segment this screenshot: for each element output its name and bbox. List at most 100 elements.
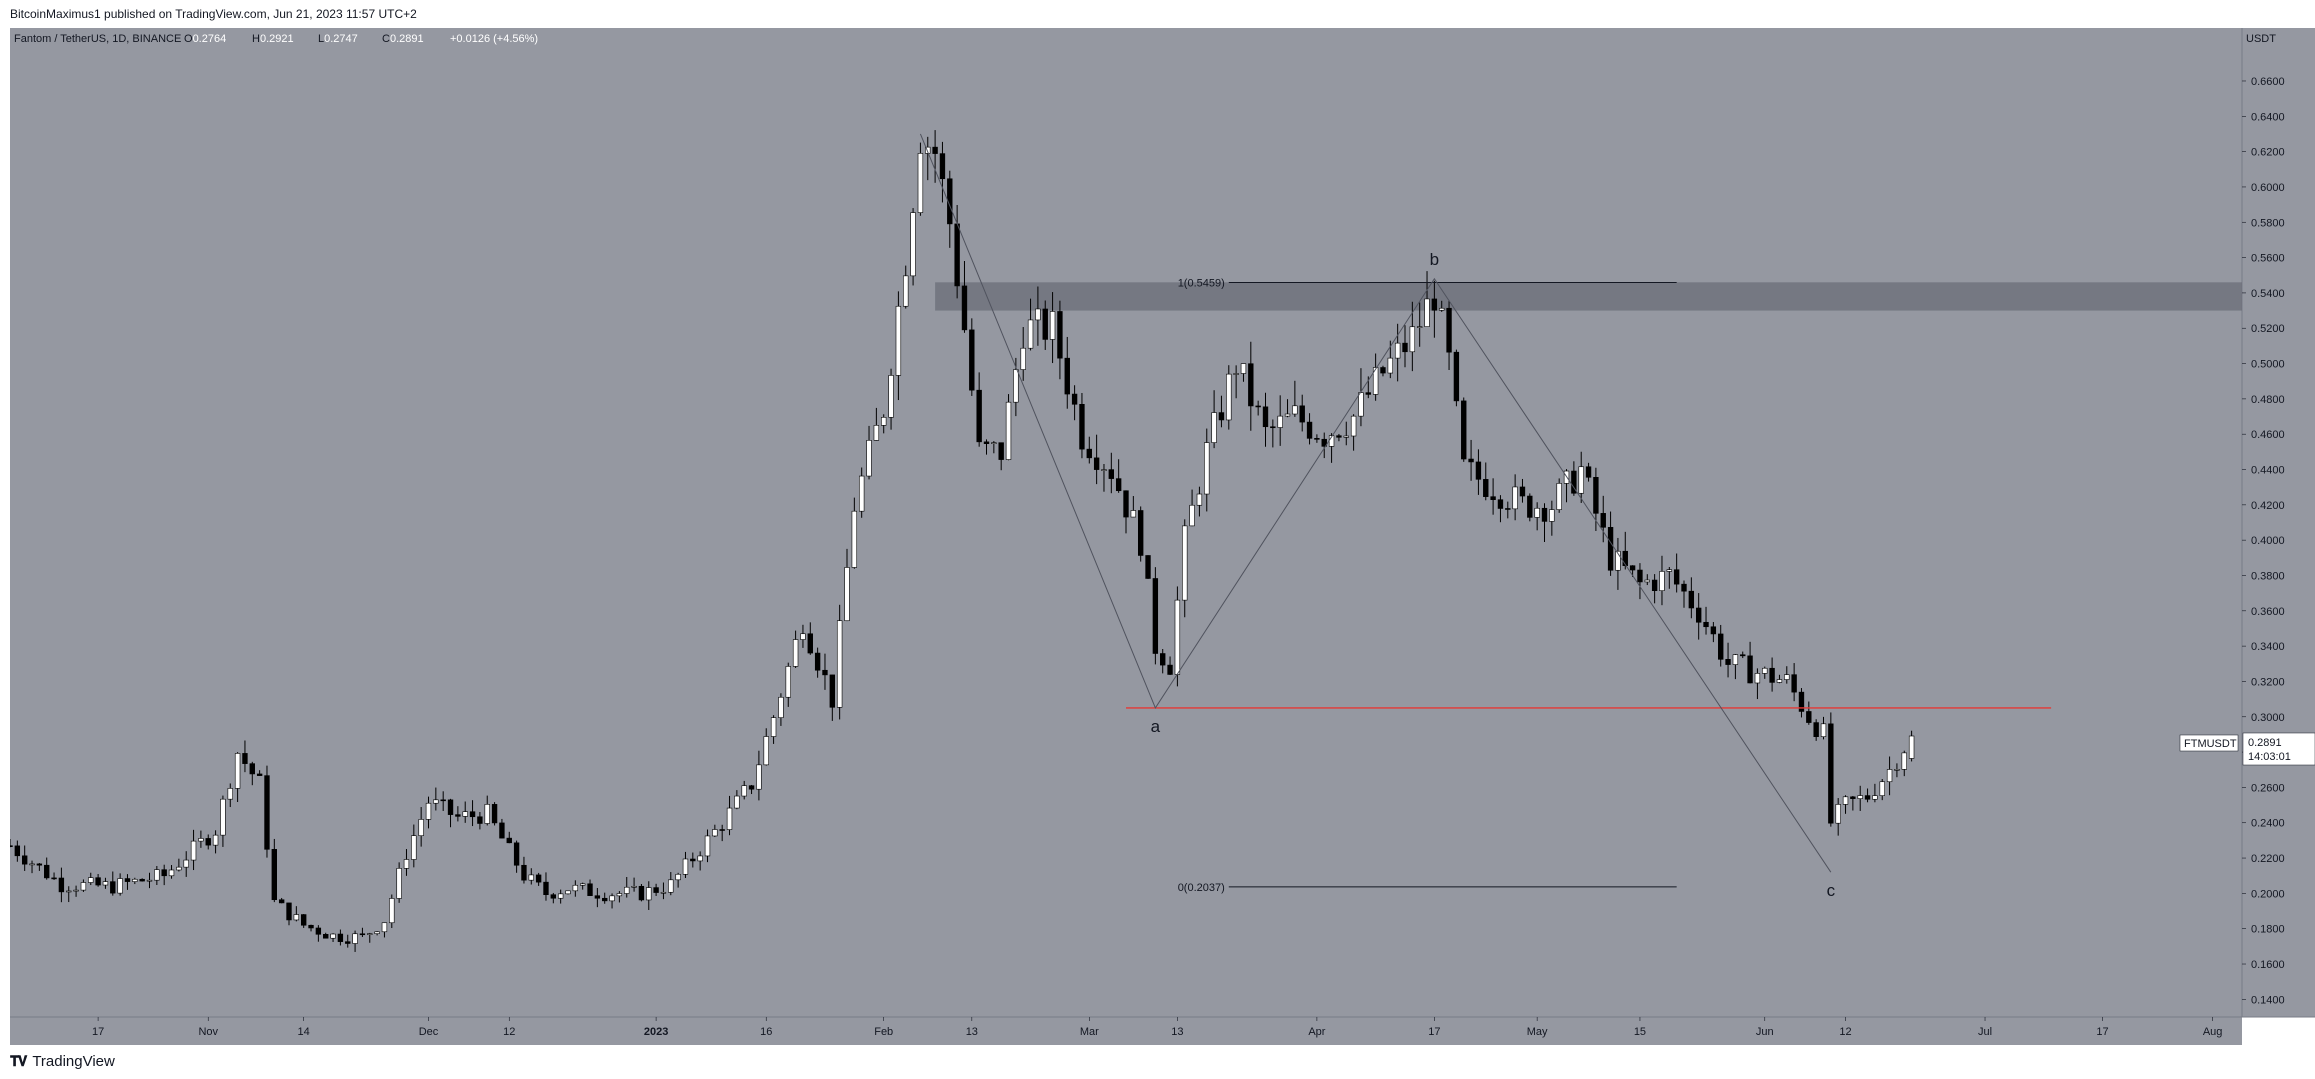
- candle-up: [102, 881, 109, 886]
- candle-up: [1754, 673, 1761, 684]
- candle-up: [1424, 298, 1430, 327]
- price-tick-label: 0.5400: [2251, 288, 2285, 300]
- candle-down: [323, 933, 329, 939]
- price-tick-label: 0.1600: [2251, 959, 2285, 971]
- candle-up: [433, 799, 439, 804]
- chart-area[interactable]: 1(0.5459) 0(0.2037) a b c 0.6600 0.6400 0.6200…: [7, 28, 2315, 1045]
- candle-down: [1828, 723, 1834, 824]
- candle-up: [176, 866, 182, 871]
- candle-up: [668, 879, 674, 893]
- candle-up: [572, 884, 579, 892]
- candle-up: [1204, 442, 1210, 495]
- candle-up: [227, 788, 233, 800]
- candle-down: [499, 822, 505, 839]
- candle-down: [455, 814, 461, 817]
- price-tag-symbol-box: [2179, 734, 2239, 752]
- candle-down: [1145, 555, 1151, 579]
- time-tick-label: 13: [1171, 1026, 1183, 1038]
- candle-down: [124, 878, 131, 882]
- candle-up: [697, 855, 703, 862]
- overlay-layer: 1(0.5459) 0(0.2037) a b c: [919, 133, 2052, 900]
- candle-down: [1497, 499, 1504, 509]
- candle-down: [1798, 691, 1805, 712]
- candle-up: [132, 878, 138, 882]
- candle-down: [345, 941, 351, 944]
- candle-down: [653, 887, 659, 893]
- legend-close: C0.2891: [382, 33, 424, 45]
- candle-down: [1262, 406, 1269, 428]
- price-tick-label: 0.4600: [2251, 429, 2285, 441]
- candle-down: [1483, 479, 1489, 497]
- legend-high: H0.2921: [252, 33, 294, 45]
- candle-up: [734, 795, 740, 809]
- candle-up: [462, 811, 468, 817]
- candle-down: [1769, 667, 1775, 683]
- candle-down: [1064, 357, 1070, 395]
- candle-up: [1226, 373, 1232, 421]
- candle-down: [447, 799, 454, 815]
- candle-down: [1108, 469, 1115, 479]
- candle-up: [1049, 311, 1056, 340]
- resistance-zone: [935, 282, 2243, 311]
- time-tick-label: Mar: [1080, 1026, 1099, 1038]
- candle-up: [330, 933, 336, 939]
- candle-up: [381, 922, 388, 933]
- price-chart[interactable]: 1(0.5459) 0(0.2037) a b c 0.6600 0.6400 0.6200…: [7, 28, 2315, 1045]
- candle-up: [1857, 795, 1863, 799]
- candle-down: [1402, 342, 1408, 353]
- price-tag-symbol: FTMUSDT: [2184, 738, 2237, 750]
- candle-up: [117, 878, 123, 894]
- candle-down: [932, 146, 938, 154]
- publish-header: BitcoinMaximus1 published on TradingView…: [0, 0, 2315, 28]
- candle-down: [477, 816, 483, 824]
- candle-down: [1864, 795, 1871, 800]
- candle-up: [557, 893, 564, 899]
- candle-up: [1350, 415, 1357, 437]
- price-tag-countdown: 14:03:01: [2248, 751, 2291, 763]
- candle-down: [161, 869, 167, 877]
- candle-up: [888, 375, 894, 418]
- legend: Fantom / TetherUS, 1D, BINANCE O0.2764 H…: [14, 33, 538, 45]
- candle-down: [139, 878, 145, 882]
- candle-down: [939, 153, 946, 180]
- price-tick-label: 0.5200: [2251, 323, 2285, 335]
- candle-up: [1196, 493, 1203, 506]
- candle-down: [1137, 510, 1144, 556]
- wave-label-b: b: [1430, 250, 1439, 269]
- candle-up: [1534, 507, 1540, 518]
- candle-up: [1784, 674, 1790, 680]
- candle-down: [1688, 590, 1695, 609]
- candle-up: [1284, 413, 1291, 417]
- candle-up: [1182, 525, 1188, 601]
- time-tick-label: Jun: [1756, 1026, 1774, 1038]
- candle-down: [1490, 496, 1496, 500]
- candle-up: [660, 891, 667, 894]
- time-tick-label: 2023: [644, 1026, 668, 1038]
- candle-down: [1622, 550, 1628, 566]
- candle-up: [1556, 483, 1562, 510]
- candle-up: [881, 417, 887, 426]
- candle-down: [719, 829, 725, 831]
- candle-down: [1593, 477, 1599, 514]
- candle-down: [44, 864, 50, 879]
- tradingview-logo[interactable]: 𝐓𝐕 TradingView: [10, 1053, 115, 1070]
- candle-down: [506, 837, 512, 844]
- candle-down: [1115, 478, 1122, 492]
- candle-down: [1747, 655, 1753, 684]
- candle-up: [770, 717, 777, 737]
- candle-down: [1057, 311, 1063, 359]
- candle-down: [1505, 508, 1511, 510]
- candle-down: [1718, 633, 1724, 660]
- candle-down: [491, 804, 498, 824]
- price-tag-price: 0.2891: [2248, 737, 2282, 749]
- time-tick-label: 12: [1839, 1026, 1851, 1038]
- price-axis: 0.6600 0.6400 0.6200 0.6000 0.5800 0.5600 0.54…: [2242, 76, 2285, 1006]
- candle-up: [66, 890, 72, 893]
- candle-down: [36, 863, 43, 866]
- candle-down: [535, 874, 542, 883]
- candle-up: [1387, 357, 1394, 374]
- candle-down: [1681, 583, 1687, 592]
- candle-up: [1240, 363, 1247, 374]
- candle-up: [851, 510, 858, 568]
- price-tick-label: 0.2000: [2251, 888, 2285, 900]
